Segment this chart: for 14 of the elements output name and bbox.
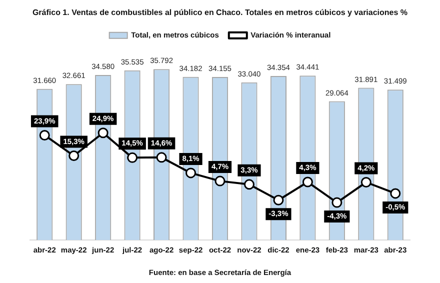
point <box>302 176 313 188</box>
point <box>273 194 284 206</box>
point <box>127 152 138 163</box>
point <box>39 130 50 140</box>
point <box>186 168 196 178</box>
point <box>68 150 80 162</box>
point <box>390 188 401 199</box>
point <box>156 152 167 163</box>
point <box>332 197 342 208</box>
point <box>244 179 254 190</box>
point <box>98 128 108 138</box>
chart-title: Gráfico 1. Ventas de combustibles al público en Chaco. Totales en metros cúbicos y variaciones % <box>32 8 408 18</box>
point <box>214 176 226 186</box>
point <box>360 177 372 188</box>
